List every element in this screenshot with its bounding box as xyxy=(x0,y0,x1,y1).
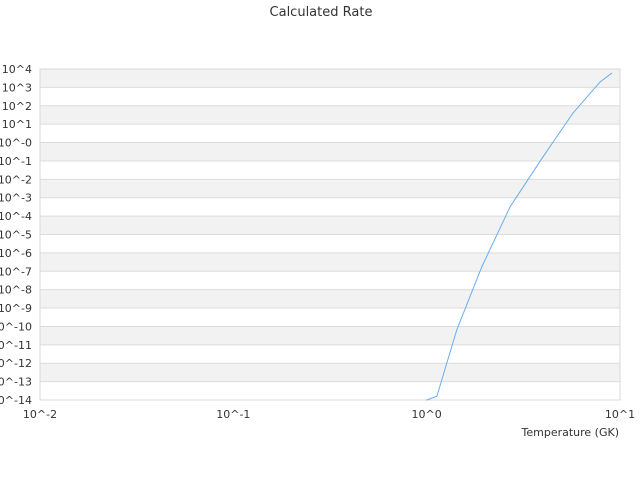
y-tick-label: 10^-12 xyxy=(0,357,32,370)
data-point xyxy=(426,399,428,401)
grid-band xyxy=(40,326,620,345)
y-tick-label: 10^1 xyxy=(2,118,32,131)
y-tick-label: 10^-11 xyxy=(0,339,32,352)
y-tick-label: 10^-8 xyxy=(0,284,32,297)
y-tick-label: 10^-6 xyxy=(0,247,32,260)
grid-band xyxy=(40,271,620,290)
data-point xyxy=(611,72,613,74)
grid-band xyxy=(40,124,620,143)
x-axis-label: Temperature (GK) xyxy=(521,426,620,439)
x-tick-label: 10^-2 xyxy=(23,408,57,421)
y-tick-label: 10^-5 xyxy=(0,229,32,242)
y-tick-label: 10^-14 xyxy=(0,394,32,407)
data-point xyxy=(456,329,458,331)
x-tick-label: 10^-1 xyxy=(216,408,250,421)
grid-band xyxy=(40,160,620,180)
y-tick-label: 10^4 xyxy=(2,63,32,76)
data-point xyxy=(481,266,483,268)
grid-band xyxy=(40,344,620,364)
x-tick-label: 10^1 xyxy=(605,408,635,421)
data-point xyxy=(599,81,601,83)
y-tick-label: 10^-13 xyxy=(0,376,32,389)
data-point xyxy=(572,112,574,114)
y-tick-label: 10^-4 xyxy=(0,210,32,223)
grid-band xyxy=(40,87,620,106)
grid-band xyxy=(40,363,620,382)
grid-band xyxy=(40,69,620,88)
data-point xyxy=(436,395,438,397)
grid-band xyxy=(40,142,620,161)
data-point xyxy=(509,206,511,208)
y-tick-label: 10^-10 xyxy=(0,320,32,333)
x-tick-label: 10^0 xyxy=(412,408,442,421)
y-tick-label: 10^-7 xyxy=(0,265,32,278)
grid-band xyxy=(40,216,620,235)
grid-band xyxy=(40,289,620,309)
y-tick-label: 10^-2 xyxy=(0,173,32,186)
y-tick-label: 10^-0 xyxy=(0,137,32,150)
y-tick-label: 10^-3 xyxy=(0,192,32,205)
grid-band xyxy=(40,381,620,400)
grid-band xyxy=(40,105,620,125)
chart-title: Calculated Rate xyxy=(270,5,373,20)
y-tick-label: 10^3 xyxy=(2,81,32,94)
y-tick-label: 10^2 xyxy=(2,100,32,113)
grid-band xyxy=(40,179,620,198)
grid-band xyxy=(40,234,620,253)
grid-band xyxy=(40,308,620,327)
y-tick-label: 10^-1 xyxy=(0,155,32,168)
plot-border xyxy=(39,68,621,401)
data-point xyxy=(542,156,544,158)
grid-band xyxy=(40,252,620,272)
grid-band xyxy=(40,197,620,217)
y-tick-label: 10^-9 xyxy=(0,302,32,315)
